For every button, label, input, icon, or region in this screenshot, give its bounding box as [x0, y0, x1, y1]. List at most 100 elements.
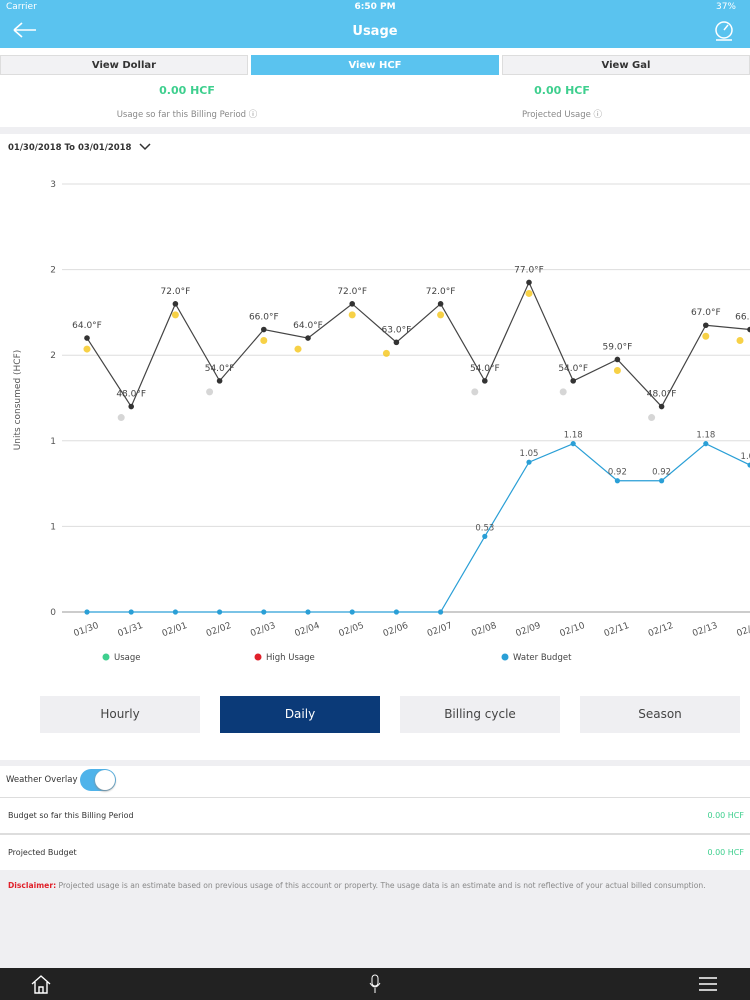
weather-point [172, 301, 179, 307]
data-point [438, 609, 444, 615]
data-point [659, 478, 665, 484]
data-label: 1.18 [696, 431, 715, 441]
x-tick-label: 02/07 [426, 621, 454, 639]
series-line [87, 442, 750, 613]
weather-icon [471, 388, 479, 396]
weather-label: 72.0°F [337, 287, 367, 297]
chart: Units consumed (HCF) 0 1 1 2 2 3 01/30 01/31 02/… [13, 180, 750, 663]
weather-point [393, 339, 400, 346]
x-tick-label: 02/06 [382, 621, 410, 639]
menu-button[interactable] [698, 975, 718, 993]
weather-point [482, 378, 488, 384]
x-tick-label: 02/11 [603, 621, 631, 639]
divider [0, 797, 750, 798]
data-point [570, 441, 576, 447]
budget-value: 0.00 HCF [707, 848, 744, 857]
back-button[interactable] [12, 20, 38, 40]
weather-icon [260, 337, 268, 345]
data-point [128, 609, 134, 615]
weather-label: 72.0°F [426, 287, 456, 297]
weather-label: 64.0°F [72, 321, 102, 331]
weather-label: 66.0°F [249, 313, 279, 323]
x-tick-label: 02/05 [338, 621, 366, 639]
weather-point [216, 378, 223, 384]
tab[interactable]: View Dollar [0, 55, 248, 75]
weather-line [86, 280, 750, 408]
summary-label: Projected Usage ⓘ [521, 110, 603, 120]
weather-point [349, 301, 356, 307]
meter-button[interactable] [712, 20, 736, 42]
weather-icon [348, 311, 356, 319]
data-point [614, 478, 621, 484]
data-label: 1.03 [741, 452, 750, 462]
summary-label-text: Projected Usage [521, 110, 591, 120]
summary-value: 0.00 HCF [159, 84, 215, 97]
y-tick-label: 1 [50, 522, 56, 532]
x-tick-label: 02/02 [205, 621, 233, 639]
budget-label: Budget so far this Billing Period [8, 811, 134, 820]
weather-label: 54.0°F [470, 364, 500, 374]
x-tick-label: 02/09 [514, 621, 542, 639]
weather-icon [702, 332, 710, 340]
period-button[interactable]: Daily [220, 696, 380, 733]
battery: 37% [715, 2, 736, 12]
mic-button[interactable] [368, 973, 382, 995]
weather-point [128, 403, 134, 410]
period-button[interactable]: Hourly [40, 696, 200, 733]
weather-toggle[interactable] [80, 769, 116, 791]
weather-overlay-label: Weather Overlay [6, 775, 78, 785]
header-bar [0, 0, 750, 48]
tab[interactable]: View Gal [502, 55, 750, 75]
budget-label: Projected Budget [8, 848, 77, 857]
data-point [172, 609, 178, 615]
y-tick-label: 2 [50, 266, 56, 276]
tab[interactable]: View HCF [251, 55, 499, 75]
data-point [393, 609, 399, 615]
home-button[interactable] [30, 973, 52, 995]
data-point [703, 441, 709, 447]
data-label: 0.53 [475, 523, 494, 533]
weather-point [747, 326, 750, 333]
x-tick-label: 02/13 [691, 621, 719, 639]
data-label: 1.18 [564, 431, 583, 441]
weather-label: 77.0°F [514, 265, 544, 275]
summary-value: 0.00 HCF [534, 84, 590, 97]
budget-value: 0.00 HCF [707, 811, 744, 820]
x-tick-label: 02/01 [161, 621, 189, 639]
separator [0, 127, 750, 134]
weather-point [437, 301, 444, 307]
weather-label: 72.0°F [161, 287, 191, 297]
header-title: Usage [352, 24, 398, 39]
data-label: 0.92 [608, 468, 627, 478]
data-point [482, 533, 488, 539]
weather-label: 54.0°F [205, 364, 235, 374]
date-range[interactable]: 01/30/2018 To 03/01/2018 [8, 143, 132, 153]
y-tick-label: 0 [50, 608, 56, 618]
x-tick-label: 01/31 [117, 621, 145, 639]
legend-label: Water Budget [513, 653, 572, 663]
date-chevron[interactable] [138, 142, 152, 152]
weather-point [703, 322, 709, 329]
weather-icon [613, 366, 621, 374]
data-point [261, 609, 267, 615]
weather-point [526, 279, 532, 286]
weather-point [84, 335, 90, 341]
legend-swatch [254, 653, 262, 661]
weather-icon [437, 311, 445, 319]
x-tick-label: 02/08 [470, 621, 498, 639]
weather-icon [559, 388, 567, 396]
divider [0, 833, 750, 835]
weather-icon [83, 345, 91, 353]
period-button[interactable]: Billing cycle [400, 696, 560, 733]
weather-icon [117, 414, 125, 422]
period-button[interactable]: Season [580, 696, 740, 733]
legend-swatch [102, 653, 110, 661]
time: 6:50 PM [354, 2, 396, 12]
weather-icon [382, 349, 390, 357]
x-tick-label: 02/04 [293, 621, 321, 639]
weather-label: 63.0°F [382, 325, 412, 335]
carrier: Carrier [6, 2, 37, 12]
y-tick-label: 1 [50, 437, 56, 447]
weather-point [261, 326, 267, 333]
